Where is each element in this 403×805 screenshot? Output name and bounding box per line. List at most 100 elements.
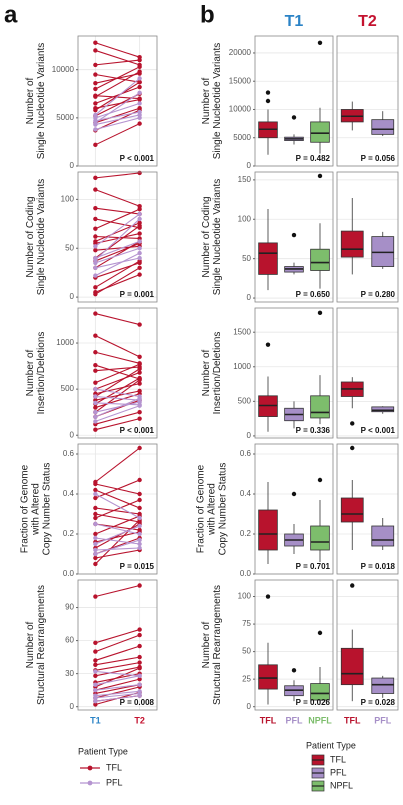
pair-line	[95, 107, 140, 124]
outlier	[265, 594, 271, 599]
p-value: P = 0.026	[296, 698, 331, 707]
point	[137, 250, 142, 256]
point	[137, 272, 142, 277]
point	[137, 84, 142, 90]
point	[93, 495, 98, 501]
y-axis-label: Copy Number Status	[42, 463, 53, 556]
plot-border	[336, 579, 399, 711]
point	[93, 427, 98, 432]
p-value: P = 0.056	[361, 154, 396, 163]
point	[93, 386, 98, 392]
pair-line	[95, 531, 140, 543]
point	[93, 491, 98, 497]
pair-line	[95, 312, 140, 326]
y-tick-label: 1000	[56, 338, 74, 347]
point	[137, 515, 142, 521]
point	[93, 62, 98, 68]
pair-line	[95, 49, 140, 66]
point	[93, 405, 98, 410]
point	[93, 311, 98, 316]
y-tick-label: 5000	[233, 133, 251, 142]
p-value: P = 0.015	[120, 562, 155, 571]
point	[93, 291, 98, 297]
y-tick-label: 90	[65, 603, 74, 612]
pair-line	[95, 252, 140, 277]
point	[137, 399, 142, 405]
pair-line	[95, 525, 140, 545]
pair-line	[95, 247, 140, 264]
point	[137, 121, 142, 126]
pair-line	[95, 629, 140, 644]
pair-line	[95, 684, 140, 691]
legend-label: NPFL	[330, 780, 353, 790]
outlier	[291, 491, 297, 497]
pair-line	[95, 86, 140, 104]
point	[93, 175, 98, 181]
plot-background	[255, 444, 333, 574]
pair-line	[95, 99, 140, 109]
point	[137, 531, 142, 537]
y-tick-label: 20000	[229, 48, 252, 57]
y-tick-label: 0.2	[240, 529, 252, 538]
point	[93, 244, 98, 249]
pair-line	[95, 499, 140, 519]
pair-line	[95, 240, 140, 269]
legend-point	[87, 765, 93, 771]
y-tick-label: 0	[70, 292, 75, 301]
box	[371, 119, 395, 135]
p-value: P = 0.482	[296, 154, 331, 163]
point	[93, 658, 98, 663]
p-value: P = 0.018	[361, 562, 396, 571]
point	[137, 445, 142, 451]
outlier	[317, 40, 323, 45]
point	[137, 583, 142, 588]
point	[93, 535, 98, 541]
point	[93, 265, 98, 270]
point	[93, 368, 98, 373]
y-axis-label: Single Nucleotide Variants	[36, 179, 47, 296]
point	[137, 370, 142, 375]
point	[137, 64, 142, 70]
point	[93, 698, 98, 704]
point	[137, 381, 142, 386]
pair-line	[95, 675, 140, 686]
point	[137, 416, 142, 421]
x-tick-label: PFL	[374, 715, 392, 725]
pair-line	[95, 493, 140, 519]
outlier	[265, 98, 271, 104]
y-axis-label: with Altered	[207, 483, 218, 536]
y-axis-label: Number of	[25, 621, 36, 668]
y-axis-label: Single Nucleotide Variants	[212, 179, 223, 296]
point	[137, 322, 142, 327]
pair-line	[95, 405, 140, 422]
pair-line	[95, 92, 140, 124]
pair-line	[95, 656, 140, 666]
pair-line	[95, 240, 140, 259]
y-axis-label: Fraction of Genome	[196, 464, 207, 553]
outlier	[350, 421, 355, 426]
legend-point	[87, 780, 93, 786]
point	[137, 523, 142, 529]
point	[137, 211, 142, 217]
pair-line	[95, 515, 140, 535]
plot-border	[77, 35, 158, 167]
pair-line	[95, 117, 140, 130]
plot-background	[337, 36, 398, 166]
pair-line	[95, 692, 140, 699]
y-tick-label: 100	[61, 194, 75, 203]
pair-line	[95, 393, 140, 409]
box	[371, 406, 395, 413]
p-value: P = 0.280	[361, 290, 396, 299]
point	[137, 537, 142, 543]
legend-label: PFL	[106, 777, 123, 787]
y-tick-label: 0	[70, 161, 75, 170]
panel-label: a	[4, 1, 18, 28]
point	[137, 255, 142, 261]
x-tick-label: PFL	[286, 715, 304, 725]
pair-line	[95, 351, 140, 364]
y-tick-label: 50	[242, 647, 251, 656]
plot-border	[77, 171, 158, 303]
point	[137, 265, 142, 270]
point	[93, 541, 98, 547]
